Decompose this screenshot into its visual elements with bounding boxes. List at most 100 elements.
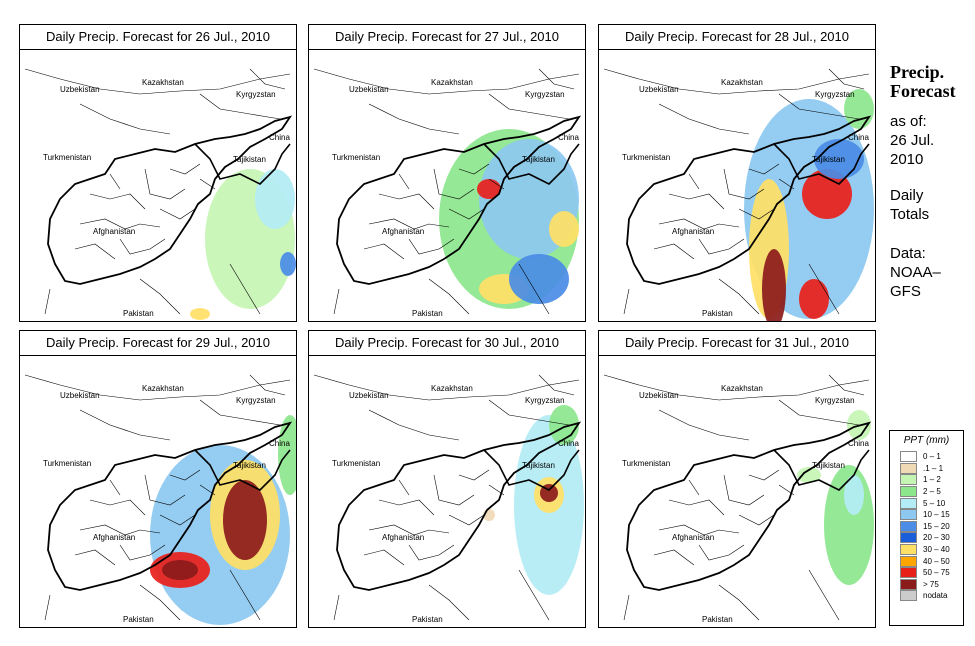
- precip-area: [799, 279, 829, 319]
- border-line: [368, 103, 460, 135]
- border-line: [368, 409, 460, 441]
- legend-title: PPT (mm): [903, 435, 950, 446]
- province-border: [723, 168, 765, 200]
- country-label-kyrgyzstan: Kyrgyzstan: [236, 90, 276, 99]
- country-label-tajikistan: Tajikistan: [812, 155, 845, 164]
- afghanistan-border: [626, 421, 872, 591]
- province-border: [363, 243, 405, 260]
- country-label-uzbekistan: Uzbekistan: [639, 85, 679, 94]
- country-label-iran: Iran: [619, 627, 633, 628]
- province-border: [398, 173, 410, 190]
- border-line: [24, 374, 291, 401]
- country-label-pakistan: Pakistan: [123, 615, 154, 624]
- province-border: [89, 499, 146, 516]
- pakistan-border: [194, 449, 291, 491]
- province-border: [748, 163, 780, 175]
- legend-label: 50 – 75: [923, 568, 950, 578]
- border-line: [518, 263, 550, 315]
- side-title-line2: Forecast: [890, 81, 956, 101]
- country-label-turkmenistan: Turkmenistan: [43, 153, 92, 162]
- border-line: [249, 374, 286, 396]
- afghanistan-border: [47, 421, 293, 591]
- province-border: [433, 168, 475, 200]
- side-title-line1: Precip.: [890, 62, 945, 82]
- legend-swatch: [900, 578, 917, 590]
- data-source-block: Data: NOAA– GFS: [890, 244, 941, 301]
- forecast-panel-3: Daily Precip. Forecast for 28 Jul., 2010…: [598, 24, 876, 322]
- map-canvas: [603, 374, 874, 621]
- border-line: [778, 93, 860, 120]
- legend-entry: 50 – 75: [890, 567, 963, 579]
- border-line: [199, 93, 281, 120]
- border-line: [603, 374, 870, 401]
- country-label-iran: Iran: [40, 321, 54, 322]
- pakistan-border: [194, 143, 291, 185]
- province-border: [408, 238, 455, 255]
- country-label-tajikistan: Tajikistan: [812, 461, 845, 470]
- country-label-uzbekistan: Uzbekistan: [60, 85, 100, 94]
- precip-area: [797, 467, 821, 483]
- legend-label: 0 – 1: [923, 452, 941, 462]
- province-border: [79, 218, 161, 230]
- legend-label: nodata: [923, 591, 948, 601]
- province-border: [368, 218, 450, 230]
- country-label-tajikistan: Tajikistan: [233, 461, 266, 470]
- country-label-pakistan: Pakistan: [412, 615, 443, 624]
- panel-map: [309, 355, 585, 627]
- legend-entry: 15 – 20: [890, 520, 963, 533]
- precip-area: [509, 254, 569, 304]
- pakistan-border: [483, 143, 580, 185]
- country-label-uzbekistan: Uzbekistan: [349, 391, 389, 400]
- country-label-uzbekistan: Uzbekistan: [60, 391, 100, 400]
- country-label-turkmenistan: Turkmenistan: [622, 459, 671, 468]
- precip-area: [190, 308, 210, 320]
- legend-entry: 40 – 50: [890, 555, 963, 567]
- border-line: [808, 569, 840, 621]
- country-label-kazakhstan: Kazakhstan: [431, 78, 473, 87]
- precip-area: [844, 475, 864, 515]
- border-line: [828, 374, 865, 396]
- province-border: [378, 499, 435, 516]
- province-border: [698, 238, 745, 255]
- border-line: [488, 93, 570, 120]
- country-label-uzbekistan: Uzbekistan: [639, 391, 679, 400]
- legend-swatch: [900, 532, 917, 544]
- border-line: [428, 584, 470, 621]
- legend-entry: 10 – 15: [890, 509, 963, 521]
- legend-entry: 2 – 5: [890, 486, 963, 498]
- province-border: [458, 163, 490, 175]
- country-label-tajikistan: Tajikistan: [233, 155, 266, 164]
- data-line2: NOAA–: [890, 264, 941, 281]
- province-border: [458, 469, 490, 481]
- country-label-uzbekistan: Uzbekistan: [349, 85, 389, 94]
- country-label-kazakhstan: Kazakhstan: [721, 78, 763, 87]
- country-label-kyrgyzstan: Kyrgyzstan: [815, 90, 855, 99]
- province-border: [698, 544, 745, 561]
- legend-label: 40 – 50: [923, 556, 950, 566]
- legend-label: 20 – 30: [923, 533, 950, 543]
- legend-swatch: [900, 590, 917, 602]
- province-border: [119, 238, 166, 255]
- legend-label: 1 – 2: [923, 475, 941, 485]
- panel-map: [599, 355, 875, 627]
- totals-block: Daily Totals: [890, 186, 929, 224]
- province-border: [169, 469, 201, 481]
- province-border: [378, 193, 435, 210]
- country-label-kyrgyzstan: Kyrgyzstan: [525, 90, 565, 99]
- country-label-china: China: [848, 439, 869, 448]
- country-label-afghanistan: Afghanistan: [93, 227, 136, 236]
- country-label-pakistan: Pakistan: [123, 309, 154, 318]
- panel-map: [599, 49, 875, 321]
- province-border: [658, 218, 740, 230]
- border-line: [718, 584, 760, 621]
- legend-entry: 1 – 2: [890, 474, 963, 486]
- legend-entry: 5 – 10: [890, 497, 963, 509]
- province-border: [144, 474, 186, 506]
- province-border: [408, 544, 455, 561]
- totals-line1: Daily: [890, 187, 924, 204]
- province-border: [119, 544, 166, 561]
- province-border: [738, 208, 775, 220]
- province-border: [74, 549, 116, 566]
- border-line: [808, 263, 840, 315]
- precip-area: [549, 211, 579, 247]
